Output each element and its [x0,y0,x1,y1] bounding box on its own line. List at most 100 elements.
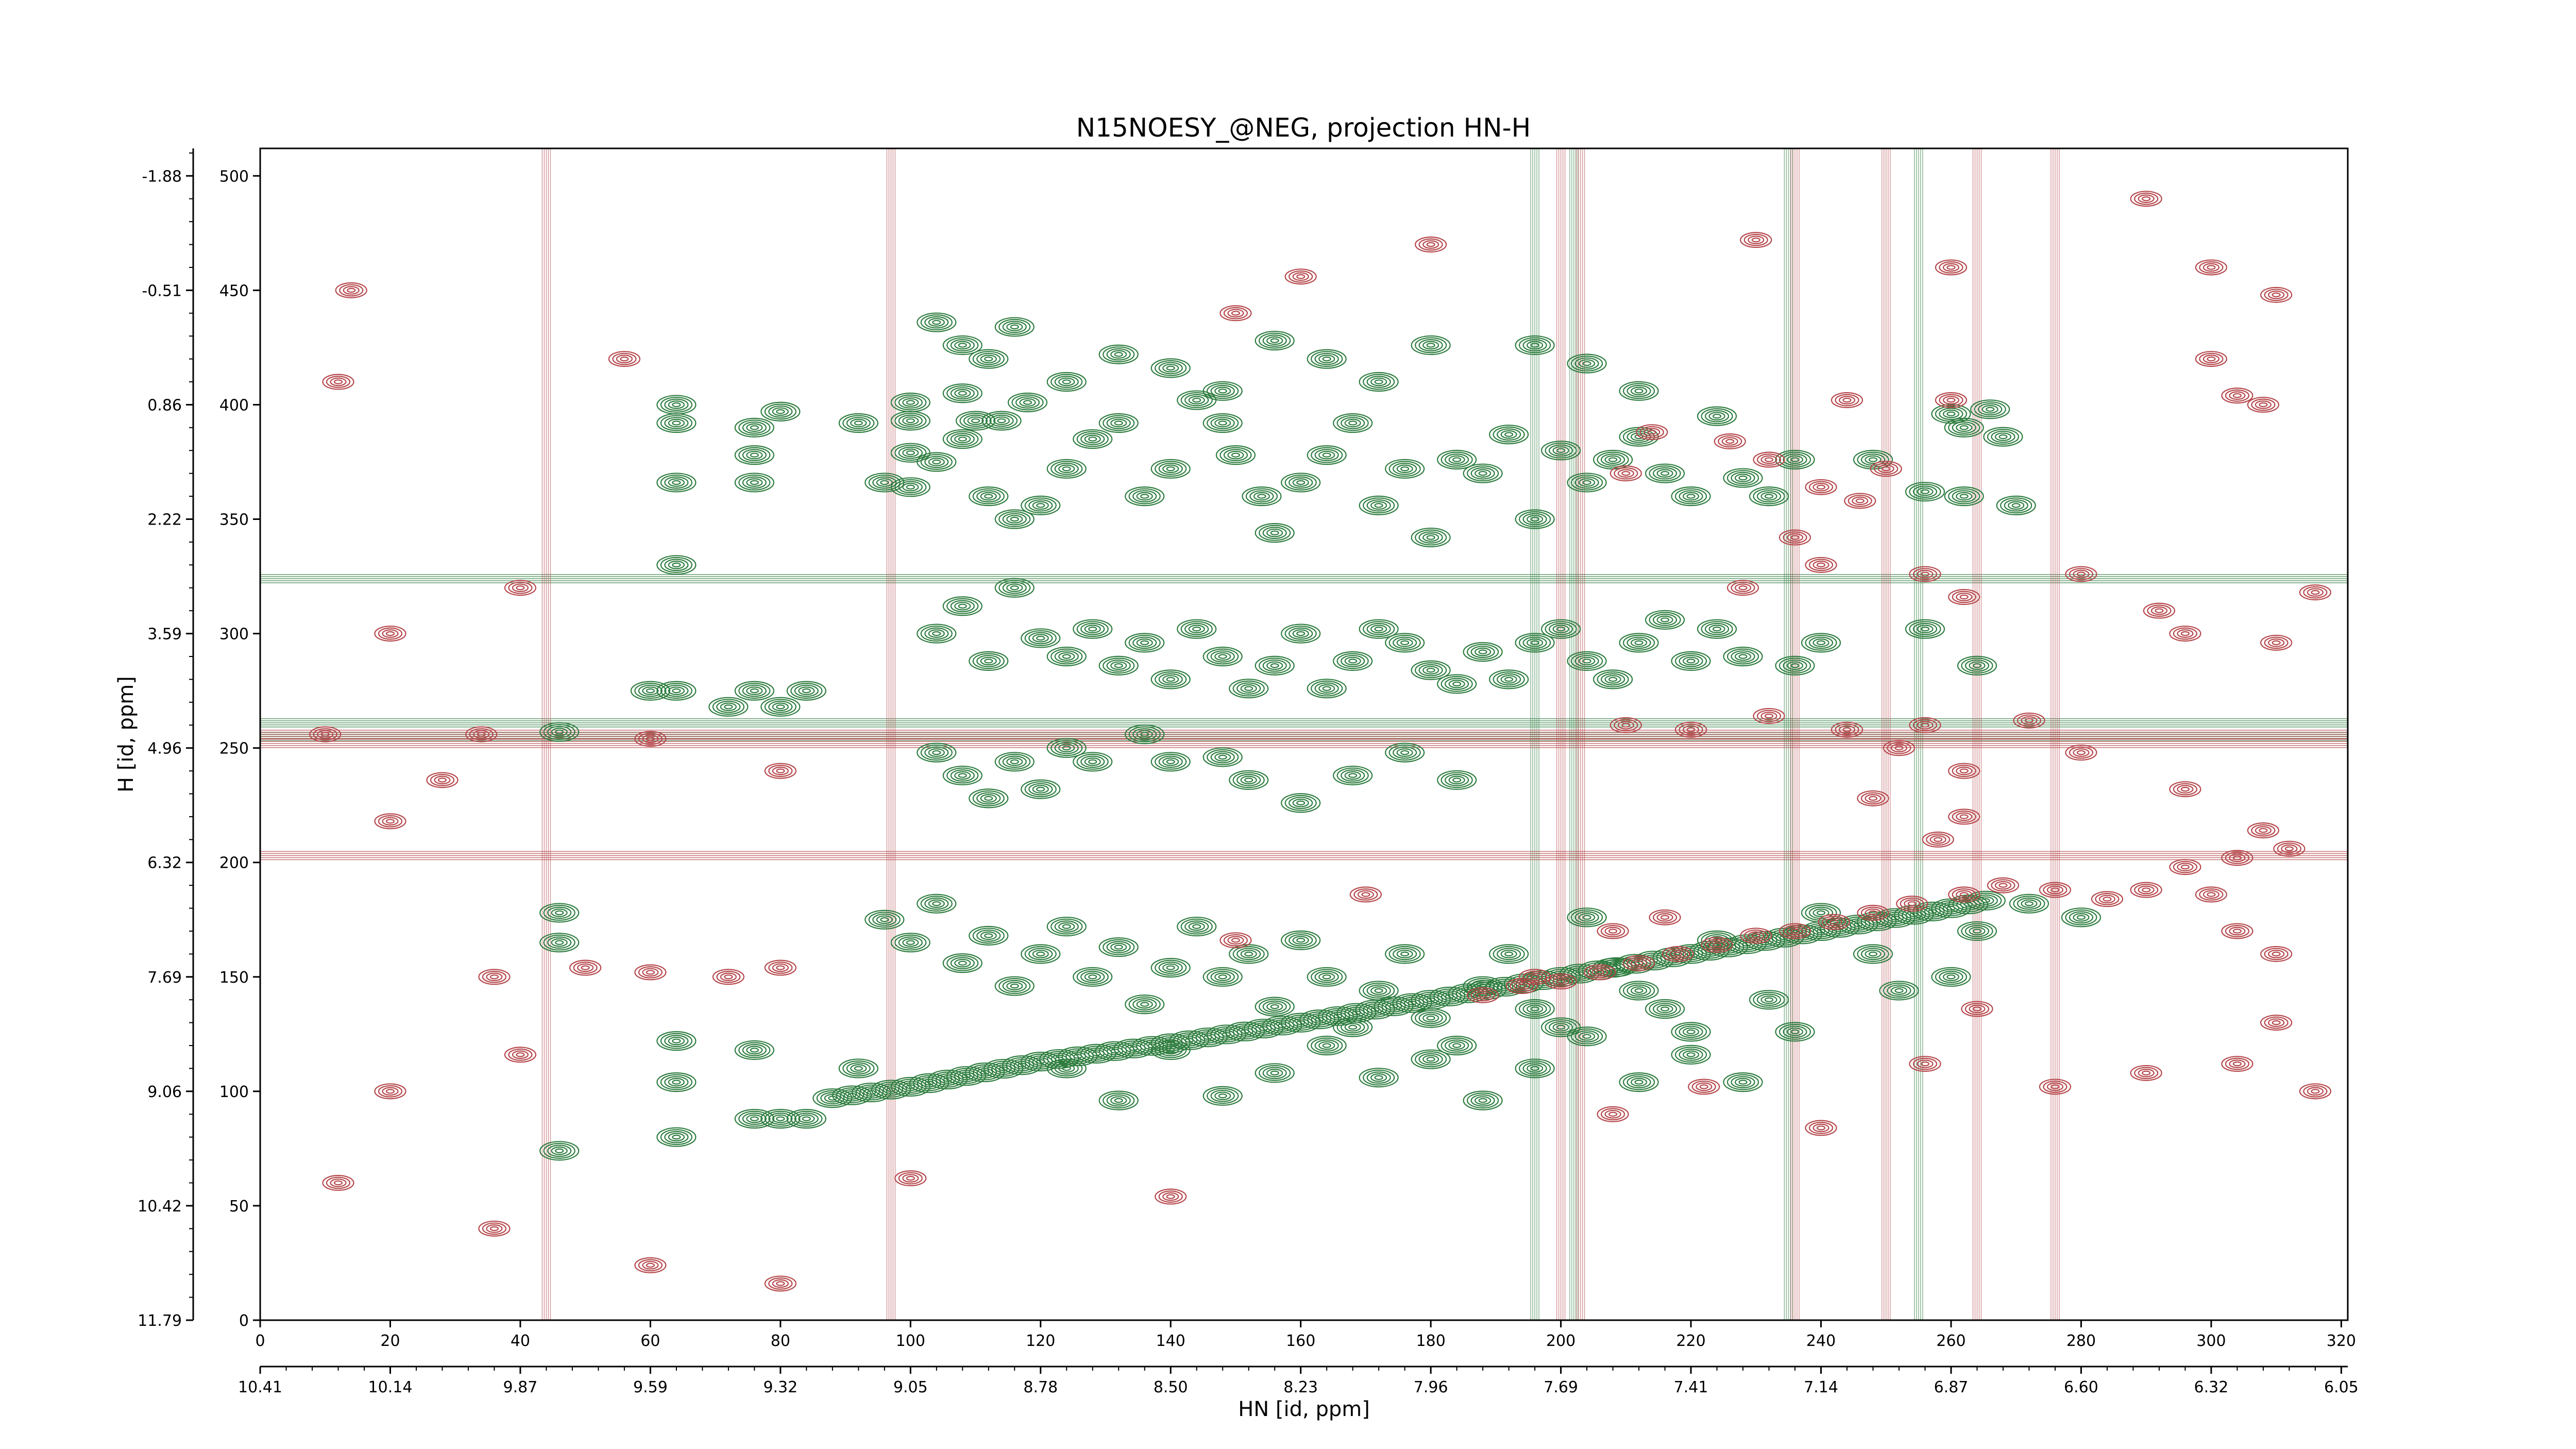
positive-peak [1166,677,1175,682]
positive-peak [1775,655,1815,676]
positive-peak [998,978,1031,995]
negative-peak [1942,263,1960,272]
positive-peak [1475,647,1492,656]
positive-peak [1679,1025,1703,1038]
positive-peak [794,1113,819,1125]
negative-peak [1545,973,1577,990]
positive-peak [1942,409,1960,418]
positive-peak [1076,753,1109,770]
positive-peak [1959,494,1969,499]
positive-peak [1448,776,1465,785]
positive-peak [1341,769,1365,782]
positive-peak [1366,1071,1391,1084]
negative-peak [1825,917,1842,926]
positive-peak [850,418,867,428]
positive-peak [1088,759,1097,764]
positive-peak [1084,972,1101,982]
negative-peak [1805,557,1837,573]
positive-peak [1912,485,1938,498]
positive-peak [1232,946,1265,962]
negative-peak [1994,881,2012,890]
positive-peak [720,702,737,712]
y-ppm-tick-label: 9.06 [147,1083,182,1101]
positive-peak [946,385,979,401]
positive-peak [638,684,663,697]
positive-peak [1292,478,1309,487]
negative-peak [2142,196,2151,201]
diagonal-peak [1939,902,1963,915]
negative-peak [2268,1018,2285,1027]
negative-peak [577,963,594,972]
negative-peak [2177,629,2194,638]
negative-peak [2130,191,2162,207]
positive-peak [1106,659,1131,672]
negative-peak [1783,531,1807,544]
positive-peak [1857,451,1889,468]
positive-peak [872,476,897,489]
positive-peak [1448,455,1465,464]
positive-peak [981,411,1022,431]
negative-peak [2024,718,2034,723]
negative-peak [2202,263,2220,272]
positive-peak [984,494,993,499]
negative-peak [1621,470,1631,476]
negative-peak [1505,978,1538,995]
negative-peak [347,288,356,293]
positive-peak [1080,755,1105,768]
positive-peak [1344,1023,1361,1032]
positive-peak [1961,923,1993,939]
positive-peak [1218,1093,1227,1099]
negative-peak [1669,950,1686,958]
positive-peak [1218,654,1227,659]
positive-peak [664,1076,689,1088]
positive-peak [1946,411,1956,416]
x-ppm-tick-label: 6.87 [1934,1378,1969,1396]
positive-peak [1150,358,1191,378]
diagonal-peak [1924,907,1941,916]
negative-peak [569,959,602,976]
positive-peak [1002,581,1027,594]
positive-peak [1370,986,1387,995]
positive-peak [1440,1037,1473,1054]
positive-peak [1396,464,1413,474]
negative-peak [1622,955,1655,971]
negative-peak [1952,810,1976,823]
negative-peak [2207,356,2216,362]
diagonal-peak [878,1083,904,1096]
negative-peak [1855,498,1865,503]
positive-peak [1630,986,1648,995]
x-tick-label: 180 [1416,1332,1446,1350]
negative-peak [1934,837,1943,843]
positive-peak [1600,673,1625,686]
positive-peak [2076,915,2086,920]
positive-peak [1865,455,1882,464]
positive-peak [1445,453,1469,466]
negative-peak [2021,716,2038,725]
positive-peak [1582,361,1591,366]
x-tick-label: 80 [771,1332,790,1350]
positive-peak [1497,428,1521,441]
negative-peak [1987,877,2020,894]
negative-peak [2260,946,2293,962]
positive-peak [1232,680,1265,697]
negative-peak [339,284,364,297]
negative-peak [1812,1123,1829,1133]
negative-peak [1600,1108,1625,1121]
positive-peak [1103,1092,1135,1109]
positive-peak [2013,896,2045,912]
positive-peak [1207,383,1239,399]
positive-peak [660,415,692,431]
positive-peak [1140,494,1149,499]
positive-peak [1058,744,1075,752]
negative-peak [1917,569,1934,579]
negative-peak [2039,882,2072,898]
negative-peak [1166,1194,1175,1199]
positive-peak [1622,634,1655,651]
negative-peak [2221,850,2253,866]
positive-peak [1155,1042,1187,1058]
positive-peak [917,312,957,332]
positive-peak [997,418,1006,424]
positive-peak [1515,1058,1555,1079]
positive-peak [1622,1074,1655,1090]
positive-peak [998,753,1031,770]
